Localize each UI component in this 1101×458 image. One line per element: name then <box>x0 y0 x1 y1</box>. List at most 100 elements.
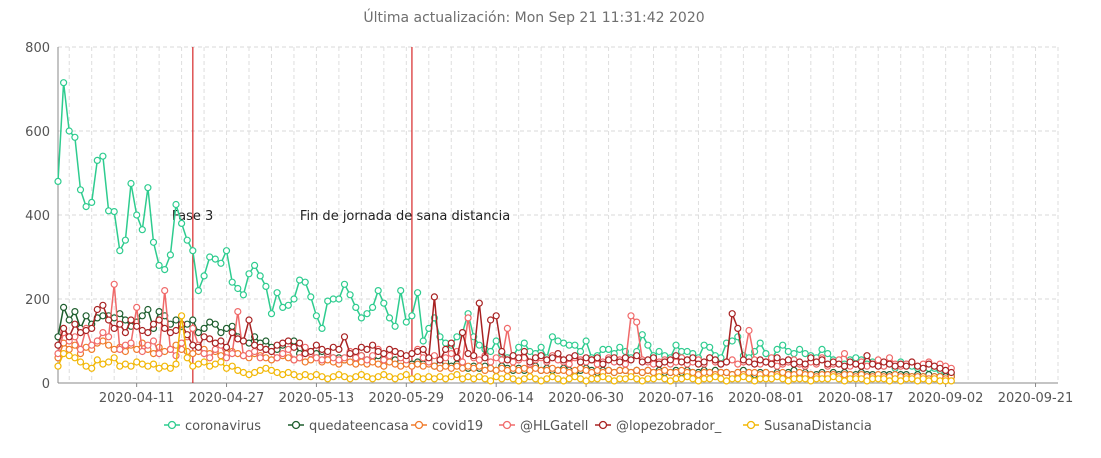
data-point <box>222 354 231 362</box>
data-point <box>947 377 955 385</box>
data-point <box>885 354 894 362</box>
data-point <box>54 177 62 185</box>
data-point <box>380 371 388 379</box>
data-point <box>217 329 225 337</box>
data-point <box>222 247 231 255</box>
data-point <box>133 322 141 330</box>
data-point <box>262 282 270 290</box>
data-point <box>599 360 607 368</box>
data-point <box>902 362 910 370</box>
data-point <box>144 329 152 337</box>
data-point <box>548 333 557 341</box>
data-point <box>784 371 792 379</box>
data-point <box>166 251 174 259</box>
data-point <box>161 266 169 274</box>
data-point <box>251 347 259 356</box>
data-point <box>121 329 130 337</box>
data-point <box>498 347 506 356</box>
data-point <box>189 324 197 332</box>
data-point <box>526 358 534 366</box>
data-point <box>734 324 742 332</box>
data-point <box>391 322 399 330</box>
data-point <box>228 278 236 286</box>
data-point <box>324 347 332 356</box>
data-point <box>492 337 500 345</box>
data-point <box>116 310 124 318</box>
data-point <box>464 314 472 322</box>
data-point <box>773 345 781 353</box>
data-point <box>380 299 388 307</box>
data-point <box>296 354 304 362</box>
data-point <box>408 312 416 320</box>
x-tick-label: 2020-08-01 <box>728 391 804 406</box>
legend-swatch-icon <box>746 420 756 430</box>
data-point <box>127 362 135 370</box>
data-point <box>172 200 180 209</box>
data-point <box>267 310 276 318</box>
data-point <box>402 371 410 379</box>
data-point <box>110 208 118 216</box>
data-point <box>475 341 483 349</box>
data-point <box>807 354 815 362</box>
data-point <box>133 211 141 219</box>
data-point <box>307 293 315 301</box>
x-tick-label: 2020-06-14 <box>458 391 534 406</box>
data-point <box>71 354 79 362</box>
data-point <box>369 352 377 360</box>
data-point <box>784 377 792 385</box>
data-point <box>655 347 663 356</box>
data-point <box>633 352 641 360</box>
data-point <box>256 272 264 280</box>
data-point <box>487 358 495 366</box>
data-point <box>312 312 320 320</box>
data-point <box>700 358 708 366</box>
data-point <box>172 326 180 335</box>
data-point <box>919 364 927 372</box>
data-point <box>565 341 573 349</box>
data-point <box>363 345 371 353</box>
data-point <box>133 303 141 311</box>
data-point <box>340 354 349 362</box>
data-point <box>104 341 113 349</box>
data-point <box>290 295 298 303</box>
data-point <box>116 247 124 255</box>
data-point <box>470 352 478 360</box>
data-point <box>790 350 798 358</box>
data-point <box>234 284 242 293</box>
data-point <box>99 301 107 309</box>
data-point <box>82 203 90 211</box>
data-point <box>756 375 764 383</box>
data-point <box>335 295 343 303</box>
data-point <box>548 354 557 362</box>
series-susanadistancia <box>54 312 955 385</box>
legend-label: coronavirus <box>185 419 261 434</box>
data-point <box>138 226 146 234</box>
data-point <box>318 373 326 381</box>
data-point <box>661 366 669 374</box>
data-point <box>824 350 832 358</box>
data-point <box>149 337 158 345</box>
data-point <box>363 310 371 318</box>
data-point <box>565 368 573 377</box>
data-point <box>284 354 292 362</box>
data-point <box>82 312 90 320</box>
y-tick-label: 0 <box>42 377 50 392</box>
data-point <box>537 352 545 360</box>
data-point <box>59 79 68 87</box>
data-point <box>172 360 180 368</box>
data-point <box>217 337 225 345</box>
legend-swatch-icon <box>167 420 177 430</box>
data-point <box>93 356 101 364</box>
data-point <box>576 358 585 366</box>
data-point <box>88 324 96 332</box>
data-point <box>121 236 130 244</box>
data-point <box>779 341 787 349</box>
data-point <box>301 278 309 286</box>
data-point <box>728 310 736 318</box>
data-point <box>840 362 849 370</box>
data-point <box>234 308 242 316</box>
data-point <box>520 339 528 347</box>
data-point <box>784 356 792 364</box>
legend-swatch-icon <box>414 420 424 430</box>
data-point <box>627 312 635 320</box>
